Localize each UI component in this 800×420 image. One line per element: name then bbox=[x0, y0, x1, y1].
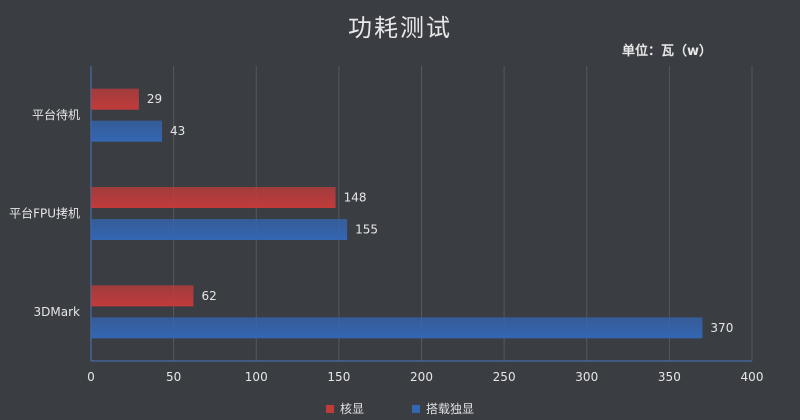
bar-series-2 bbox=[91, 317, 703, 339]
category-label: 平台待机 bbox=[32, 107, 80, 122]
bar-series-1 bbox=[91, 285, 194, 307]
legend-item-series-2[interactable]: 搭载独显 bbox=[412, 400, 474, 417]
category-label: 3DMark bbox=[34, 305, 81, 319]
category-label: 平台FPU拷机 bbox=[9, 206, 80, 221]
legend-item-series-1[interactable]: 核显 bbox=[325, 400, 364, 417]
data-label: 370 bbox=[710, 321, 733, 335]
legend-label-series-2: 搭载独显 bbox=[426, 402, 475, 416]
bar-series-2 bbox=[91, 120, 163, 142]
x-tick-label: 250 bbox=[493, 370, 516, 384]
x-tick-label: 50 bbox=[166, 370, 181, 384]
x-tick-label: 0 bbox=[87, 370, 95, 384]
legend-label-series-1: 核显 bbox=[339, 402, 364, 416]
data-label: 155 bbox=[355, 223, 378, 237]
data-label: 43 bbox=[170, 124, 185, 138]
data-label: 148 bbox=[344, 191, 367, 205]
data-label: 62 bbox=[201, 289, 216, 303]
unit-label: 单位：瓦（w） bbox=[622, 44, 713, 59]
x-tick-label: 400 bbox=[741, 370, 764, 384]
x-tick-label: 100 bbox=[245, 370, 268, 384]
data-label: 29 bbox=[147, 92, 162, 106]
legend-swatch-series-2 bbox=[412, 404, 420, 413]
x-tick-label: 150 bbox=[327, 370, 350, 384]
x-tick-label: 300 bbox=[575, 370, 598, 384]
bar-series-2 bbox=[91, 219, 348, 240]
x-tick-label: 350 bbox=[658, 370, 681, 384]
bar-series-1 bbox=[91, 187, 336, 208]
chart-title: 功耗测试 bbox=[348, 14, 452, 42]
legend-swatch-series-1 bbox=[325, 404, 334, 413]
bar-series-1 bbox=[91, 88, 139, 110]
legend: 核显 搭载独显 bbox=[0, 400, 800, 417]
x-tick-label: 200 bbox=[410, 370, 433, 384]
